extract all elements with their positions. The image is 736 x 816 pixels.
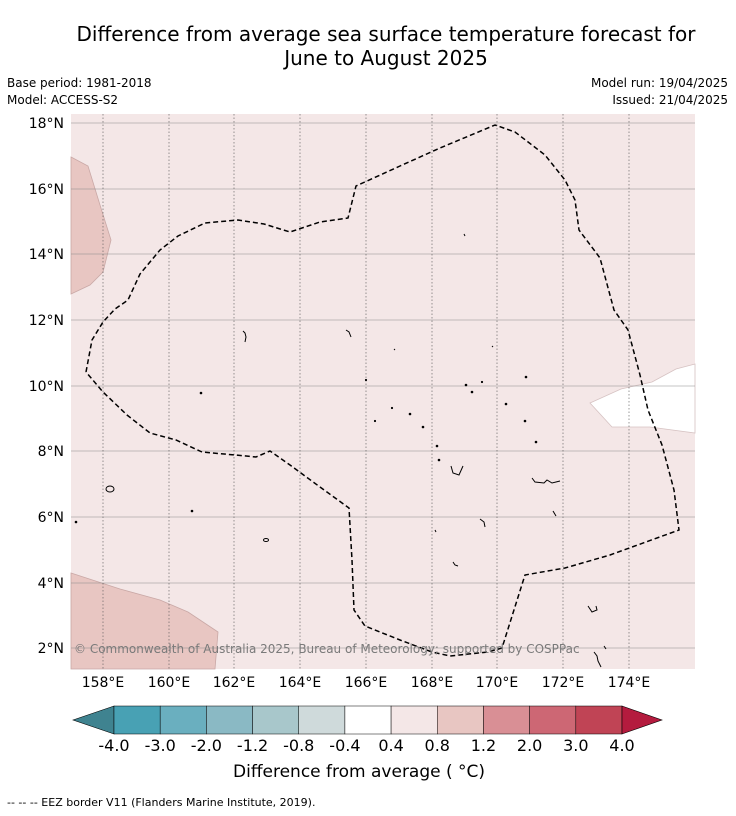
- map-panel: © Commonwealth of Australia 2025, Bureau…: [70, 114, 696, 670]
- colorbar-swatch: [252, 705, 299, 735]
- colorbar-title: Difference from average ( °C): [233, 762, 486, 782]
- eez-border: [85, 124, 680, 657]
- issued-date: Issued: 21/04/2025: [612, 93, 728, 107]
- lon-label-164e: 164°E: [279, 675, 322, 691]
- colorbar: -4.0 -3.0 -2.0 -1.2 -0.8 -0.4 0.4 0.8 1.2 2.0 3.0 4…: [72, 705, 663, 755]
- colorbar-swatch: [298, 705, 346, 735]
- lat-label-4n: 4°N: [38, 576, 64, 592]
- lon-label-170e: 170°E: [476, 675, 519, 691]
- colorbar-tick-label: 3.0: [563, 736, 588, 755]
- lat-label-12n: 12°N: [29, 313, 64, 329]
- lat-label-16n: 16°N: [29, 182, 64, 198]
- lat-label-8n: 8°N: [38, 444, 64, 460]
- lon-label-172e: 172°E: [542, 675, 585, 691]
- colorbar-tick-label: -1.2: [237, 736, 268, 755]
- lat-label-2n: 2°N: [38, 641, 64, 657]
- colorbar-swatch: [113, 705, 161, 735]
- anomaly-region-west: [70, 156, 112, 295]
- colorbar-tick-label: -3.0: [145, 736, 176, 755]
- lat-label-18n: 18°N: [29, 116, 64, 132]
- meta-left: Base period: 1981-2018 Model: ACCESS-S2: [7, 75, 152, 109]
- colorbar-tick-labels: -4.0 -3.0 -2.0 -1.2 -0.8 -0.4 0.4 0.8 1.2 2.0 3.0 4…: [98, 736, 634, 755]
- colorbar-tick-label: -4.0: [98, 736, 129, 755]
- lon-label-158e: 158°E: [82, 675, 125, 691]
- chart-title: Difference from average sea surface temp…: [0, 22, 736, 70]
- colorbar-swatch: [575, 705, 623, 735]
- lon-label-160e: 160°E: [148, 675, 191, 691]
- meta-right: Model run: 19/04/2025 Issued: 21/04/2025: [591, 75, 728, 109]
- colorbar-tick-label: -0.4: [329, 736, 360, 755]
- lat-labels: 18°N 16°N 14°N 12°N 10°N 8°N 6°N 4°N 2°N: [29, 116, 64, 657]
- title-line-2: June to August 2025: [284, 46, 488, 70]
- lat-gridlines: [71, 122, 695, 649]
- colorbar-tick-label: 0.8: [425, 736, 450, 755]
- lon-labels: 158°E 160°E 162°E 164°E 166°E 168°E 170°…: [82, 675, 651, 691]
- lon-label-174e: 174°E: [608, 675, 651, 691]
- eez-footnote: -- -- -- EEZ border V11 (Flanders Marine…: [7, 796, 316, 809]
- islands: [74, 233, 607, 668]
- base-period: Base period: 1981-2018: [7, 76, 152, 90]
- colorbar-tick-label: 2.0: [517, 736, 542, 755]
- colorbar-swatch: [206, 705, 253, 735]
- colorbar-arrow-high: [621, 705, 663, 735]
- model-run: Model run: 19/04/2025: [590, 76, 728, 90]
- model-name: Model: ACCESS-S2: [7, 93, 119, 107]
- anomaly-region-east: [589, 363, 696, 434]
- colorbar-swatch: [437, 705, 484, 735]
- lon-label-166e: 166°E: [345, 675, 388, 691]
- colorbar-tick-label: 0.4: [378, 736, 403, 755]
- colorbar-arrow-low: [72, 705, 115, 735]
- colorbar-swatches: [113, 705, 623, 735]
- colorbar-swatch: [529, 705, 577, 735]
- colorbar-tick-label: 4.0: [609, 736, 634, 755]
- map-background: [71, 114, 695, 669]
- colorbar-swatch: [483, 705, 530, 735]
- colorbar-tick-label: -0.8: [283, 736, 314, 755]
- colorbar-tick-label: 1.2: [471, 736, 496, 755]
- lat-label-6n: 6°N: [38, 510, 64, 526]
- lon-gridlines: [102, 114, 630, 669]
- title-line-1: Difference from average sea surface temp…: [76, 22, 696, 46]
- lat-label-10n: 10°N: [29, 379, 64, 395]
- lon-label-162e: 162°E: [213, 675, 256, 691]
- copyright-text: © Commonwealth of Australia 2025, Bureau…: [74, 642, 580, 656]
- colorbar-tick-label: -2.0: [191, 736, 222, 755]
- anomaly-region-southwest: [70, 572, 219, 670]
- lat-label-14n: 14°N: [29, 247, 64, 263]
- colorbar-swatch: [390, 705, 438, 735]
- colorbar-swatch: [159, 705, 207, 735]
- lon-label-168e: 168°E: [411, 675, 454, 691]
- colorbar-swatch: [344, 705, 392, 735]
